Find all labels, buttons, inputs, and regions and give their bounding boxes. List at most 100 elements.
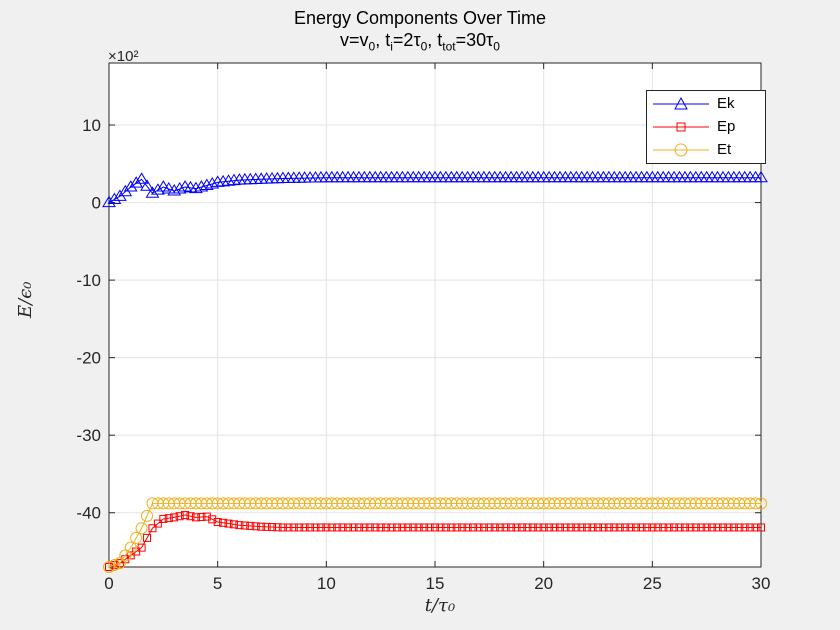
- y-axis-label: E/ϵ₀: [15, 281, 36, 318]
- marker-ek: [129, 176, 144, 188]
- subtitle-v-sub: 0: [368, 39, 376, 54]
- y-tick-label: 0: [92, 194, 101, 213]
- x-tick-label: 0: [104, 574, 113, 593]
- marker-ep: [278, 523, 287, 532]
- marker-ep: [659, 523, 668, 532]
- marker-ek: [194, 180, 209, 192]
- marker-ep: [534, 523, 543, 532]
- marker-ep: [213, 518, 222, 527]
- marker-ep: [289, 523, 298, 532]
- marker-ep: [349, 523, 358, 532]
- marker-ep: [708, 523, 717, 532]
- marker-ep: [572, 523, 581, 532]
- marker-ep: [729, 523, 738, 532]
- legend-swatch-et: [653, 143, 709, 157]
- marker-ep: [137, 543, 146, 552]
- marker-ep: [360, 523, 369, 532]
- marker-ep: [485, 523, 494, 532]
- subtitle-ti-eq: =2τ: [392, 30, 421, 50]
- marker-ep: [392, 523, 401, 532]
- marker-ep: [517, 523, 526, 532]
- marker-ep: [398, 523, 407, 532]
- subtitle-ti-sub: i: [390, 39, 393, 54]
- x-tick-label: 15: [426, 574, 445, 593]
- marker-ep: [621, 523, 630, 532]
- x-axis-label: t/τ₀: [424, 595, 456, 616]
- marker-ep: [447, 523, 456, 532]
- marker-ep: [550, 523, 559, 532]
- legend-label-ep: Ep: [717, 118, 736, 135]
- marker-et: [124, 541, 137, 554]
- marker-ep: [735, 523, 744, 532]
- y-tick-label: -30: [76, 426, 101, 445]
- marker-ep: [153, 519, 162, 528]
- marker-ep: [479, 523, 488, 532]
- marker-ep: [718, 523, 727, 532]
- marker-ep: [159, 514, 168, 523]
- marker-ep: [713, 523, 722, 532]
- marker-ep: [251, 522, 260, 531]
- marker-ep: [344, 523, 353, 532]
- marker-ek: [210, 175, 225, 187]
- x-tick-label: 20: [534, 574, 553, 593]
- marker-ep: [316, 523, 325, 532]
- marker-ek: [754, 170, 768, 183]
- legend[interactable]: Ek Ep Et: [646, 90, 766, 164]
- marker-ep: [257, 522, 266, 531]
- subtitle-ttot-tau-sub: 0: [493, 39, 500, 54]
- marker-ep: [691, 523, 700, 532]
- legend-label-et: Et: [717, 141, 732, 158]
- legend-label-ek: Ek: [717, 95, 735, 112]
- y-tick-label: -40: [76, 504, 101, 523]
- marker-ep: [637, 523, 646, 532]
- marker-ep: [463, 523, 472, 532]
- marker-ep: [338, 523, 347, 532]
- marker-ep: [229, 520, 238, 529]
- marker-ep: [724, 523, 733, 532]
- marker-ep: [523, 523, 532, 532]
- marker-ep: [555, 523, 564, 532]
- marker-ep: [425, 523, 434, 532]
- marker-ep: [181, 511, 190, 520]
- marker-ep: [501, 523, 510, 532]
- marker-ep: [594, 523, 602, 532]
- marker-ep: [452, 523, 461, 532]
- marker-ep: [566, 523, 575, 532]
- y-tick-label: 10: [82, 116, 101, 135]
- marker-ep: [420, 523, 429, 532]
- marker-ep: [431, 523, 439, 532]
- subtitle-ttot: , t: [427, 30, 443, 50]
- marker-ep: [409, 523, 418, 532]
- y-tick-label: -20: [76, 349, 101, 368]
- legend-item-ek[interactable]: Ek: [647, 93, 765, 115]
- marker-ep: [376, 523, 385, 532]
- marker-ep: [474, 523, 483, 532]
- marker-ep: [219, 518, 228, 527]
- marker-ep: [545, 523, 554, 532]
- marker-ep: [670, 523, 679, 532]
- marker-ep: [507, 523, 516, 532]
- marker-ep: [148, 524, 157, 533]
- marker-ep: [539, 523, 548, 532]
- x-tick-label: 5: [213, 574, 222, 593]
- legend-item-et[interactable]: Et: [647, 139, 765, 161]
- marker-ep: [414, 523, 423, 532]
- marker-ep: [382, 523, 391, 532]
- marker-ep: [300, 523, 309, 532]
- marker-ek: [107, 192, 122, 204]
- marker-ep: [354, 523, 363, 532]
- marker-ep: [642, 523, 651, 532]
- x-tick-label: 25: [643, 574, 662, 593]
- marker-et: [755, 497, 767, 510]
- marker-ep: [268, 523, 276, 532]
- y-exponent-label: ×10²: [108, 48, 139, 65]
- marker-ep: [197, 512, 206, 521]
- subtitle-ttot-eq: =30τ: [455, 30, 494, 50]
- marker-ek: [134, 172, 149, 184]
- marker-ep: [311, 523, 320, 532]
- marker-ek: [205, 176, 220, 189]
- marker-ek: [156, 180, 171, 192]
- legend-item-ep[interactable]: Ep: [647, 116, 765, 138]
- marker-ep: [246, 521, 255, 530]
- marker-ep: [175, 512, 184, 521]
